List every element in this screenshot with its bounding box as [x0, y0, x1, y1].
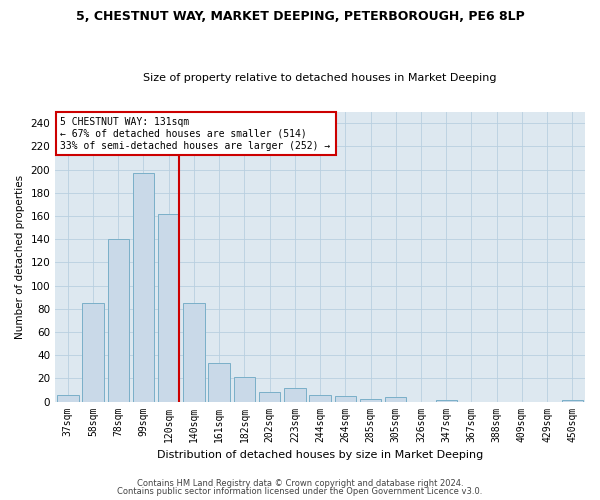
Bar [436, 400, 457, 402]
Bar [208, 364, 230, 402]
Text: Contains public sector information licensed under the Open Government Licence v3: Contains public sector information licen… [118, 487, 482, 496]
Bar [259, 392, 280, 402]
X-axis label: Distribution of detached houses by size in Market Deeping: Distribution of detached houses by size … [157, 450, 483, 460]
Bar [385, 397, 406, 402]
Bar [360, 399, 381, 402]
Bar [82, 303, 104, 402]
Bar [233, 377, 255, 402]
Text: 5 CHESTNUT WAY: 131sqm
← 67% of detached houses are smaller (514)
33% of semi-de: 5 CHESTNUT WAY: 131sqm ← 67% of detached… [61, 118, 331, 150]
Bar [562, 400, 583, 402]
Bar [57, 394, 79, 402]
Bar [284, 388, 305, 402]
Title: Size of property relative to detached houses in Market Deeping: Size of property relative to detached ho… [143, 73, 497, 83]
Bar [158, 214, 179, 402]
Y-axis label: Number of detached properties: Number of detached properties [15, 174, 25, 338]
Text: 5, CHESTNUT WAY, MARKET DEEPING, PETERBOROUGH, PE6 8LP: 5, CHESTNUT WAY, MARKET DEEPING, PETERBO… [76, 10, 524, 23]
Bar [310, 394, 331, 402]
Text: Contains HM Land Registry data © Crown copyright and database right 2024.: Contains HM Land Registry data © Crown c… [137, 478, 463, 488]
Bar [107, 239, 129, 402]
Bar [183, 303, 205, 402]
Bar [335, 396, 356, 402]
Bar [133, 173, 154, 402]
